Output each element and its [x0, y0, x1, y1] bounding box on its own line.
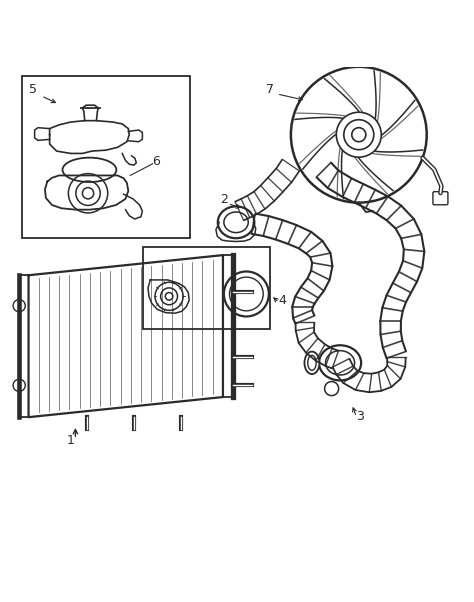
Ellipse shape — [218, 206, 255, 238]
Text: 1: 1 — [67, 434, 74, 447]
Ellipse shape — [319, 346, 361, 380]
Text: 6: 6 — [153, 155, 160, 168]
Text: 5: 5 — [29, 84, 37, 96]
Circle shape — [325, 382, 338, 396]
Ellipse shape — [304, 352, 319, 374]
Circle shape — [13, 379, 25, 391]
Text: 2: 2 — [220, 193, 228, 206]
Text: 7: 7 — [266, 82, 274, 96]
Circle shape — [13, 300, 25, 312]
Text: 3: 3 — [356, 411, 364, 423]
FancyBboxPatch shape — [433, 191, 448, 205]
Text: 4: 4 — [279, 294, 286, 307]
